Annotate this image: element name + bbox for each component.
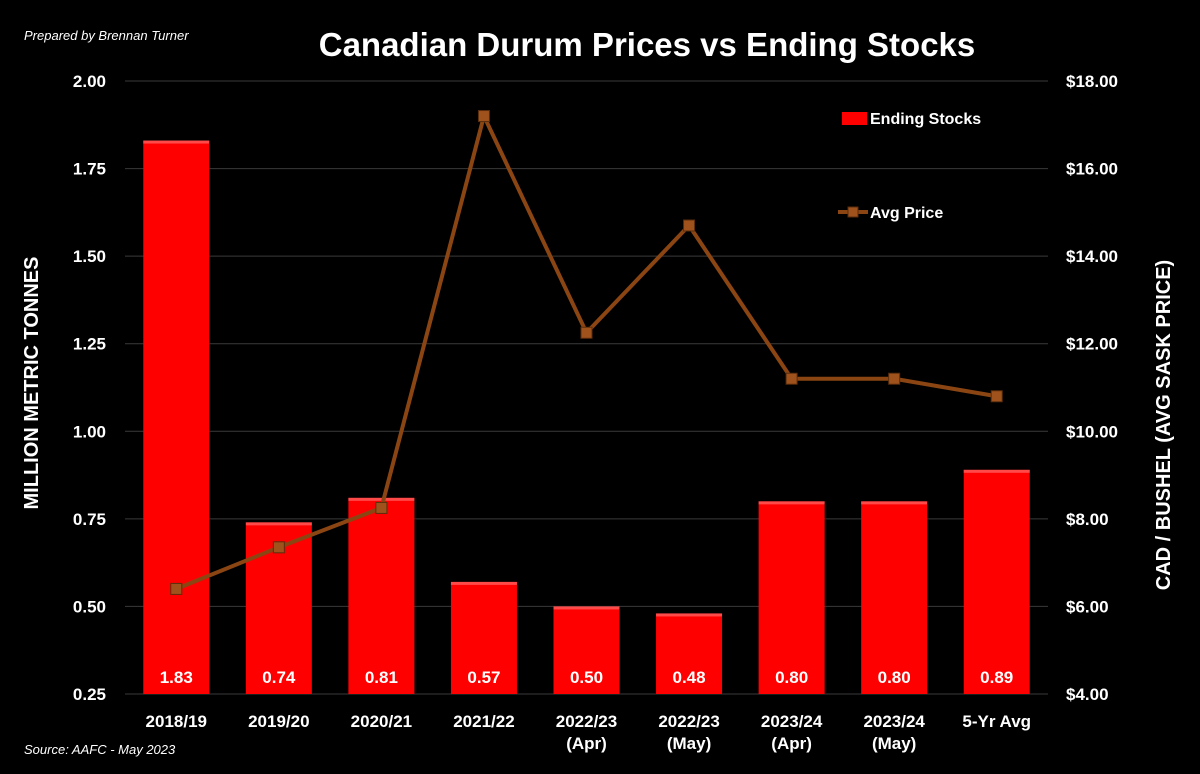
bar-value-label: 0.89 — [980, 668, 1013, 687]
bar-highlight — [758, 501, 825, 505]
price-point — [990, 390, 1003, 403]
x-tick-line: 2023/24 — [863, 712, 925, 731]
x-tick-line: 2019/20 — [248, 712, 309, 731]
bar-value-label: 0.74 — [262, 668, 296, 687]
bar-value-label: 0.50 — [570, 668, 603, 687]
y-axis-label-left: MILLION METRIC TONNES — [21, 257, 43, 510]
bar-value-label: 0.80 — [878, 668, 911, 687]
left-tick-label: 0.25 — [73, 685, 106, 704]
bar-highlight — [245, 522, 312, 526]
x-tick-line: 2022/23 — [658, 712, 719, 731]
x-tick-label: 2023/24 (May) — [863, 712, 925, 753]
x-tick-line: 2021/22 — [453, 712, 514, 731]
bar-highlight — [861, 501, 928, 505]
credit-text: Prepared by Brennan Turner — [24, 28, 189, 43]
x-tick-line: 2023/24 — [761, 712, 823, 731]
right-tick-label: $4.00 — [1066, 685, 1109, 704]
bar — [450, 581, 517, 694]
price-point — [375, 501, 388, 514]
x-tick-label: 5-Yr Avg — [962, 712, 1031, 731]
right-tick-label: $10.00 — [1066, 422, 1118, 441]
bar-value-label: 0.81 — [365, 668, 398, 687]
legend: Ending Stocks Avg Price — [838, 111, 981, 222]
right-axis-ticks: $4.00 $6.00 $8.00 $10.00 $12.00 $14.00 $16.00 $… — [1066, 72, 1118, 704]
right-tick-label: $16.00 — [1066, 160, 1118, 179]
bar-highlight — [963, 469, 1030, 473]
right-tick-label: $14.00 — [1066, 247, 1118, 266]
legend-ending-stocks: Ending Stocks — [870, 111, 981, 128]
right-tick-label: $18.00 — [1066, 72, 1118, 91]
legend-avg-price: Avg Price — [870, 205, 943, 222]
right-tick-label: $8.00 — [1066, 510, 1109, 529]
legend-line-marker — [847, 206, 859, 218]
x-axis-ticks: 2018/19 2019/20 2020/21 2021/22 2022/23 (Apr)… — [146, 712, 1031, 753]
left-tick-label: 1.50 — [73, 247, 106, 266]
x-tick-line: (May) — [667, 734, 711, 753]
x-tick-line: 2022/23 — [556, 712, 617, 731]
x-tick-line: (Apr) — [566, 734, 607, 753]
price-point — [580, 326, 593, 339]
left-tick-label: 0.50 — [73, 597, 106, 616]
left-tick-label: 1.00 — [73, 422, 106, 441]
x-tick-line: 2018/19 — [146, 712, 207, 731]
legend-bar-swatch — [842, 112, 867, 125]
x-tick-label: 2019/20 — [248, 712, 309, 731]
price-point — [683, 219, 696, 232]
x-tick-label: 2021/22 — [453, 712, 514, 731]
left-axis-ticks: 0.25 0.50 0.75 1.00 1.25 1.50 1.75 2.00 — [73, 72, 106, 704]
left-tick-label: 1.75 — [73, 160, 106, 179]
source-text: Source: AAFC - May 2023 — [24, 742, 176, 757]
price-point — [170, 582, 183, 595]
bar-value-label: 0.80 — [775, 668, 808, 687]
bar — [143, 140, 210, 694]
left-tick-label: 2.00 — [73, 72, 106, 91]
bar-value-label: 1.83 — [160, 668, 193, 687]
x-tick-label: 2023/24 (Apr) — [761, 712, 823, 753]
bar — [758, 501, 825, 694]
price-point — [785, 372, 798, 385]
x-tick-line: (May) — [872, 734, 916, 753]
left-tick-label: 1.25 — [73, 335, 106, 354]
x-tick-label: 2022/23 (Apr) — [556, 712, 617, 753]
price-point — [272, 541, 285, 554]
right-tick-label: $12.00 — [1066, 335, 1118, 354]
line-series — [170, 110, 1003, 595]
bar — [656, 613, 723, 694]
bar-highlight — [553, 606, 620, 610]
bar — [861, 501, 928, 694]
bar-series — [143, 140, 1030, 694]
bar — [348, 497, 415, 694]
left-tick-label: 0.75 — [73, 510, 106, 529]
x-tick-line: 2020/21 — [351, 712, 412, 731]
x-tick-label: 2020/21 — [351, 712, 412, 731]
x-tick-label: 2022/23 (May) — [658, 712, 719, 753]
bar-value-label: 0.57 — [467, 668, 500, 687]
bar — [963, 469, 1030, 694]
bar-highlight — [450, 581, 517, 585]
x-tick-label: 2018/19 — [146, 712, 207, 731]
bar-highlight — [143, 140, 210, 144]
bar — [553, 606, 620, 694]
y-axis-label-right: CAD / BUSHEL (AVG SASK PRICE) — [1153, 260, 1175, 590]
price-point — [477, 110, 490, 123]
chart-title: Canadian Durum Prices vs Ending Stocks — [319, 26, 976, 63]
bar-highlight — [656, 613, 723, 617]
right-tick-label: $6.00 — [1066, 597, 1109, 616]
x-tick-line: (Apr) — [771, 734, 812, 753]
price-point — [888, 372, 901, 385]
bar-data-labels: 1.83 0.74 0.81 0.57 0.50 0.48 0.80 0.80 0.89 — [160, 668, 1014, 687]
x-tick-line: 5-Yr Avg — [962, 712, 1031, 731]
bar-highlight — [348, 497, 415, 501]
bar-value-label: 0.48 — [673, 668, 706, 687]
